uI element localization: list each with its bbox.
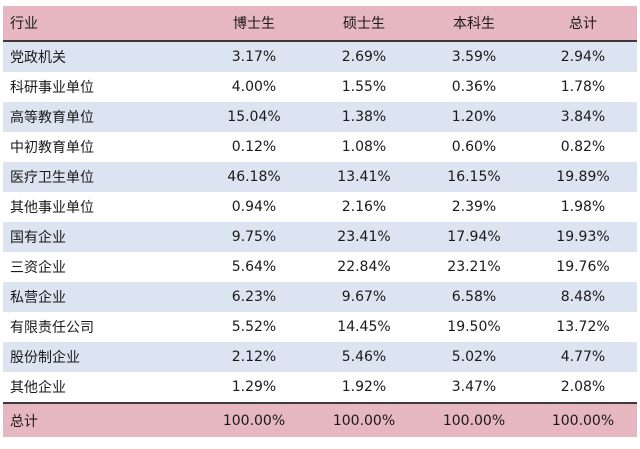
row-industry: 私营企业	[10, 290, 66, 306]
header-row: 行业 博士生 硕士生 本科生 总计	[3, 6, 637, 41]
header-master: 硕士生	[343, 16, 385, 32]
table-row: 国有企业 9.75% 23.41% 17.94% 19.93%	[3, 222, 637, 252]
table-row: 其他事业单位 0.94% 2.16% 2.39% 1.98%	[3, 192, 637, 222]
row-bachelor: 0.36%	[451, 79, 497, 95]
row-total: 2.94%	[560, 49, 606, 65]
total-row: 总计 100.00% 100.00% 100.00% 100.00%	[3, 403, 637, 437]
row-total: 13.72%	[556, 319, 610, 335]
table-row: 医疗卫生单位 46.18% 13.41% 16.15% 19.89%	[3, 162, 637, 192]
total-phd: 100.00%	[222, 412, 286, 429]
row-industry: 高等教育单位	[10, 110, 94, 126]
total-master: 100.00%	[332, 412, 396, 429]
row-phd: 2.12%	[231, 349, 277, 365]
row-total: 19.93%	[556, 229, 610, 245]
row-bachelor: 16.15%	[447, 169, 501, 185]
row-bachelor: 1.20%	[451, 109, 497, 125]
row-bachelor: 0.60%	[451, 139, 497, 155]
row-phd: 5.52%	[231, 319, 277, 335]
row-phd: 0.12%	[231, 139, 277, 155]
table-row: 有限责任公司 5.52% 14.45% 19.50% 13.72%	[3, 312, 637, 342]
row-master: 2.69%	[341, 49, 387, 65]
table-row: 股份制企业 2.12% 5.46% 5.02% 4.77%	[3, 342, 637, 372]
row-phd: 1.29%	[231, 379, 277, 395]
row-master: 14.45%	[337, 319, 391, 335]
table-row: 党政机关 3.17% 2.69% 3.59% 2.94%	[3, 41, 637, 72]
row-phd: 9.75%	[231, 229, 277, 245]
table-row: 科研事业单位 4.00% 1.55% 0.36% 1.78%	[3, 72, 637, 102]
row-total: 3.84%	[560, 109, 606, 125]
header-industry: 行业	[10, 16, 38, 32]
row-master: 5.46%	[341, 349, 387, 365]
row-industry: 科研事业单位	[10, 80, 94, 96]
employment-table-container: 行业 博士生 硕士生 本科生 总计 党政机关 3.17% 2.69% 3.59% 2.9…	[3, 6, 637, 437]
row-master: 13.41%	[337, 169, 391, 185]
row-total: 8.48%	[560, 289, 606, 305]
row-phd: 15.04%	[227, 109, 281, 125]
row-industry: 其他事业单位	[10, 200, 94, 216]
table-footer: 总计 100.00% 100.00% 100.00% 100.00%	[3, 403, 637, 437]
row-master: 1.38%	[341, 109, 387, 125]
employment-by-industry-table: 行业 博士生 硕士生 本科生 总计 党政机关 3.17% 2.69% 3.59% 2.9…	[3, 6, 637, 437]
row-total: 1.78%	[560, 79, 606, 95]
table-row: 中初教育单位 0.12% 1.08% 0.60% 0.82%	[3, 132, 637, 162]
row-master: 1.08%	[341, 139, 387, 155]
row-total: 19.76%	[556, 259, 610, 275]
row-master: 22.84%	[337, 259, 391, 275]
table-row: 私营企业 6.23% 9.67% 6.58% 8.48%	[3, 282, 637, 312]
total-total: 100.00%	[551, 412, 615, 429]
row-bachelor: 6.58%	[451, 289, 497, 305]
header-bachelor: 本科生	[453, 16, 495, 32]
table-body: 党政机关 3.17% 2.69% 3.59% 2.94% 科研事业单位 4.00% 1.55%…	[3, 41, 637, 403]
row-bachelor: 19.50%	[447, 319, 501, 335]
row-industry: 三资企业	[10, 260, 66, 276]
row-industry: 有限责任公司	[10, 320, 94, 336]
row-industry: 股份制企业	[10, 350, 80, 366]
row-bachelor: 2.39%	[451, 199, 497, 215]
row-industry: 中初教育单位	[10, 140, 94, 156]
row-phd: 6.23%	[231, 289, 277, 305]
row-industry: 其他企业	[10, 380, 66, 396]
row-phd: 3.17%	[231, 49, 277, 65]
header-phd: 博士生	[233, 16, 275, 32]
row-total: 0.82%	[560, 139, 606, 155]
row-master: 23.41%	[337, 229, 391, 245]
row-total: 4.77%	[560, 349, 606, 365]
row-bachelor: 3.47%	[451, 379, 497, 395]
row-master: 9.67%	[341, 289, 387, 305]
row-total: 19.89%	[556, 169, 610, 185]
table-row: 三资企业 5.64% 22.84% 23.21% 19.76%	[3, 252, 637, 282]
row-phd: 46.18%	[227, 169, 281, 185]
row-total: 1.98%	[560, 199, 606, 215]
row-phd: 4.00%	[231, 79, 277, 95]
table-header: 行业 博士生 硕士生 本科生 总计	[3, 6, 637, 41]
row-total: 2.08%	[560, 379, 606, 395]
table-row: 其他企业 1.29% 1.92% 3.47% 2.08%	[3, 372, 637, 403]
row-bachelor: 17.94%	[447, 229, 501, 245]
row-bachelor: 23.21%	[447, 259, 501, 275]
row-master: 1.55%	[341, 79, 387, 95]
row-industry: 医疗卫生单位	[10, 170, 94, 186]
row-phd: 5.64%	[231, 259, 277, 275]
row-master: 1.92%	[341, 379, 387, 395]
row-industry: 国有企业	[10, 230, 66, 246]
row-bachelor: 3.59%	[451, 49, 497, 65]
row-master: 2.16%	[341, 199, 387, 215]
table-row: 高等教育单位 15.04% 1.38% 1.20% 3.84%	[3, 102, 637, 132]
row-bachelor: 5.02%	[451, 349, 497, 365]
total-row-label: 总计	[10, 413, 38, 430]
row-phd: 0.94%	[231, 199, 277, 215]
header-total: 总计	[569, 16, 597, 32]
total-bachelor: 100.00%	[442, 412, 506, 429]
row-industry: 党政机关	[10, 50, 66, 66]
